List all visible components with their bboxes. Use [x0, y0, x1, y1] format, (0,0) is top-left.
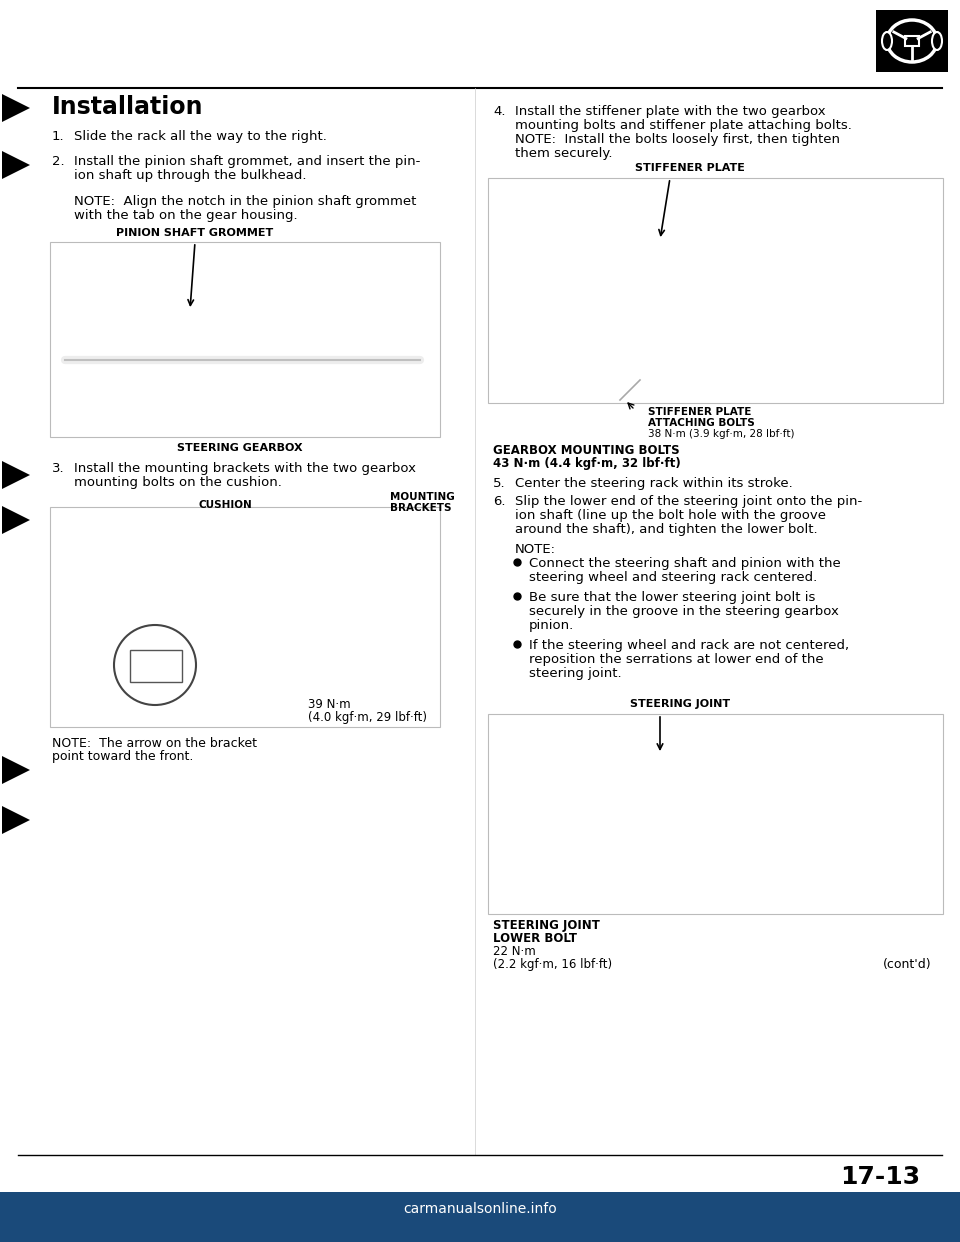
Polygon shape	[2, 461, 30, 489]
Text: GEARBOX MOUNTING BOLTS: GEARBOX MOUNTING BOLTS	[493, 443, 680, 457]
Ellipse shape	[882, 32, 892, 50]
Text: 22 N·m: 22 N·m	[493, 945, 536, 958]
Text: 3.: 3.	[52, 462, 64, 474]
FancyBboxPatch shape	[876, 10, 948, 72]
Text: (4.0 kgf·m, 29 lbf·ft): (4.0 kgf·m, 29 lbf·ft)	[308, 710, 427, 724]
Text: 38 N·m (3.9 kgf·m, 28 lbf·ft): 38 N·m (3.9 kgf·m, 28 lbf·ft)	[648, 428, 795, 438]
Polygon shape	[2, 756, 30, 784]
FancyBboxPatch shape	[488, 714, 943, 914]
Text: STEERING JOINT: STEERING JOINT	[493, 919, 600, 932]
Text: reposition the serrations at lower end of the: reposition the serrations at lower end o…	[529, 653, 824, 666]
Text: around the shaft), and tighten the lower bolt.: around the shaft), and tighten the lower…	[515, 523, 818, 537]
Polygon shape	[2, 152, 30, 179]
Text: 1.: 1.	[52, 130, 64, 143]
Text: STEERING JOINT: STEERING JOINT	[630, 699, 730, 709]
FancyBboxPatch shape	[50, 507, 440, 727]
Text: 17-13: 17-13	[840, 1165, 920, 1189]
Text: them securely.: them securely.	[515, 147, 612, 160]
Polygon shape	[2, 94, 30, 122]
Text: Be sure that the lower steering joint bolt is: Be sure that the lower steering joint bo…	[529, 591, 815, 604]
Text: Installation: Installation	[52, 94, 204, 119]
Text: STEERING GEARBOX: STEERING GEARBOX	[178, 443, 302, 453]
Text: Slide the rack all the way to the right.: Slide the rack all the way to the right.	[74, 130, 326, 143]
Text: steering joint.: steering joint.	[529, 667, 622, 681]
Text: steering wheel and steering rack centered.: steering wheel and steering rack centere…	[529, 571, 817, 584]
Text: carmanualsonline.info: carmanualsonline.info	[403, 1202, 557, 1216]
Text: FR: FR	[148, 657, 164, 667]
Text: 43 N·m (4.4 kgf·m, 32 lbf·ft): 43 N·m (4.4 kgf·m, 32 lbf·ft)	[493, 457, 681, 469]
Ellipse shape	[114, 625, 196, 705]
Text: STIFFENER PLATE: STIFFENER PLATE	[636, 163, 745, 173]
Text: 6.: 6.	[493, 496, 506, 508]
Text: NOTE:  Install the bolts loosely first, then tighten: NOTE: Install the bolts loosely first, t…	[515, 133, 840, 147]
Text: STIFFENER PLATE: STIFFENER PLATE	[648, 407, 752, 417]
Text: 39 N·m: 39 N·m	[308, 698, 350, 710]
FancyBboxPatch shape	[488, 178, 943, 402]
Text: NOTE:: NOTE:	[515, 543, 556, 556]
Text: 2.: 2.	[52, 155, 64, 168]
Text: NOTE:  Align the notch in the pinion shaft grommet: NOTE: Align the notch in the pinion shaf…	[74, 195, 417, 207]
Text: LOWER BOLT: LOWER BOLT	[493, 932, 577, 945]
Text: CUSHION: CUSHION	[198, 501, 252, 510]
Text: securely in the groove in the steering gearbox: securely in the groove in the steering g…	[529, 605, 839, 619]
Text: mounting bolts and stiffener plate attaching bolts.: mounting bolts and stiffener plate attac…	[515, 119, 852, 132]
Text: Install the mounting brackets with the two gearbox: Install the mounting brackets with the t…	[74, 462, 416, 474]
Text: pinion.: pinion.	[529, 619, 574, 632]
Text: Slip the lower end of the steering joint onto the pin-: Slip the lower end of the steering joint…	[515, 496, 862, 508]
Ellipse shape	[932, 32, 942, 50]
Text: (cont'd): (cont'd)	[883, 958, 932, 971]
Text: Install the stiffener plate with the two gearbox: Install the stiffener plate with the two…	[515, 106, 826, 118]
Text: MOUNTING: MOUNTING	[390, 492, 455, 502]
Text: (2.2 kgf·m, 16 lbf·ft): (2.2 kgf·m, 16 lbf·ft)	[493, 958, 612, 971]
Text: Connect the steering shaft and pinion with the: Connect the steering shaft and pinion wi…	[529, 556, 841, 570]
FancyBboxPatch shape	[50, 242, 440, 437]
FancyBboxPatch shape	[0, 1192, 960, 1242]
Text: ion shaft (line up the bolt hole with the groove: ion shaft (line up the bolt hole with th…	[515, 509, 826, 522]
Text: NOTE:  The arrow on the bracket: NOTE: The arrow on the bracket	[52, 737, 257, 750]
FancyBboxPatch shape	[905, 36, 919, 46]
Polygon shape	[2, 806, 30, 833]
Text: ATTACHING BOLTS: ATTACHING BOLTS	[648, 419, 755, 428]
Text: PINION SHAFT GROMMET: PINION SHAFT GROMMET	[116, 229, 274, 238]
Text: BRACKETS: BRACKETS	[390, 503, 451, 513]
Text: 4.: 4.	[493, 106, 506, 118]
Text: If the steering wheel and rack are not centered,: If the steering wheel and rack are not c…	[529, 638, 850, 652]
FancyBboxPatch shape	[130, 650, 182, 682]
Text: with the tab on the gear housing.: with the tab on the gear housing.	[74, 209, 298, 222]
Text: 5.: 5.	[493, 477, 506, 491]
Text: mounting bolts on the cushion.: mounting bolts on the cushion.	[74, 476, 282, 489]
Text: point toward the front.: point toward the front.	[52, 750, 193, 763]
Text: Center the steering rack within its stroke.: Center the steering rack within its stro…	[515, 477, 793, 491]
Text: Install the pinion shaft grommet, and insert the pin-: Install the pinion shaft grommet, and in…	[74, 155, 420, 168]
Text: ion shaft up through the bulkhead.: ion shaft up through the bulkhead.	[74, 169, 306, 183]
Polygon shape	[2, 505, 30, 534]
